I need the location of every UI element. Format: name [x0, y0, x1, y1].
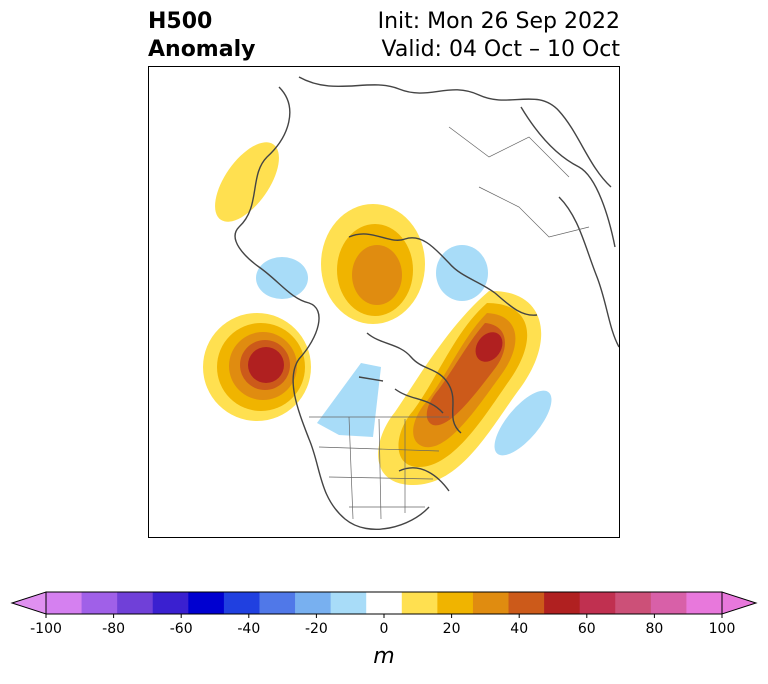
- anomaly-east-siberian: [256, 257, 308, 299]
- colorbar-segment: [544, 592, 581, 614]
- colorbar-segment: [508, 592, 545, 614]
- colorbar-segment: [401, 592, 438, 614]
- colorbar-tick-label: 80: [645, 621, 663, 634]
- forecast-dates: Init: Mon 26 Sep 2022 Valid: 04 Oct – 10…: [378, 8, 620, 64]
- anomaly-north-pacific: [203, 313, 311, 421]
- anomaly-barents: [436, 245, 488, 301]
- colorbar-segment: [330, 592, 367, 614]
- anomaly-north-atlantic: [494, 390, 552, 456]
- map-frame: [148, 66, 620, 538]
- colorbar-tick-label: -60: [170, 621, 193, 634]
- colorbar-segment: [472, 592, 510, 614]
- colorbar-tick-label: -80: [102, 621, 125, 634]
- colorbar-tick-label: 40: [510, 621, 528, 634]
- colorbar-tick-label: 60: [578, 621, 596, 634]
- colorbar-segment: [152, 592, 189, 614]
- anomaly-prairies: [317, 363, 381, 437]
- colorbar-tick-label: -20: [305, 621, 328, 634]
- polar-map: [203, 76, 619, 530]
- political-borders: [309, 126, 590, 520]
- title-line-2: Anomaly: [148, 37, 256, 62]
- colorbar-under-arrow: [10, 591, 47, 615]
- colorbar-segment: [188, 592, 225, 614]
- colorbar-tick-label: 20: [443, 621, 461, 634]
- colorbar-tick-label: 0: [380, 621, 389, 634]
- colorbar-segment: [579, 592, 616, 614]
- colorbar-unit: m: [373, 644, 395, 669]
- valid-range: Valid: 04 Oct – 10 Oct: [381, 37, 620, 62]
- title-line-1: H500: [148, 9, 213, 34]
- anomaly-labrador: [378, 290, 542, 486]
- colorbar-segment: [437, 592, 474, 614]
- colorbar-segment: [259, 592, 296, 614]
- colorbar-segment: [686, 592, 723, 614]
- colorbar-tick-label: -100: [30, 621, 62, 634]
- colorbar-segment: [650, 592, 687, 614]
- colorbar-segment: [295, 592, 332, 614]
- colorbar: -100 -80 -60 -40 -20 0 20 40 60 80 100: [10, 591, 758, 634]
- colorbar-tick-label: 100: [709, 621, 736, 634]
- colorbar-segment: [615, 592, 652, 614]
- colorbar-over-arrow: [721, 591, 758, 615]
- colorbar-segment: [366, 592, 403, 614]
- anomaly-arctic: [321, 204, 425, 324]
- colorbar-segment: [46, 592, 83, 614]
- colorbar-segment: [81, 592, 118, 614]
- init-date: Init: Mon 26 Sep 2022: [377, 9, 620, 34]
- colorbar-segment: [117, 592, 154, 614]
- chart-title: H500 Anomaly: [148, 8, 255, 64]
- colorbar-segment: [223, 592, 260, 614]
- colorbar-tick-label: -40: [237, 621, 260, 634]
